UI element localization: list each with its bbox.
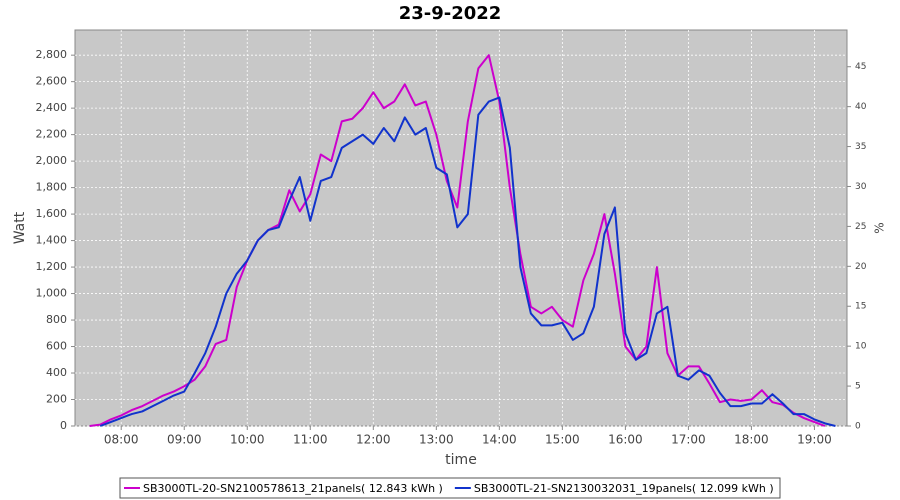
y-tick-label: 0 bbox=[60, 419, 67, 432]
y2-tick-label: 0 bbox=[855, 422, 861, 432]
y-tick-label: 800 bbox=[46, 313, 67, 326]
y-tick-label: 400 bbox=[46, 366, 67, 379]
x-tick-label: 18:00 bbox=[734, 433, 769, 447]
y2-tick-label: 30 bbox=[855, 182, 867, 192]
x-tick-label: 08:00 bbox=[104, 433, 139, 447]
y-axis-label: Watt bbox=[12, 211, 28, 244]
y-tick-label: 2,000 bbox=[36, 154, 68, 167]
x-tick-label: 15:00 bbox=[545, 433, 580, 447]
chart-title: 23-9-2022 bbox=[399, 3, 502, 24]
x-axis-label: time bbox=[445, 452, 477, 468]
y2-tick-label: 35 bbox=[855, 142, 866, 152]
y-tick-label: 1,200 bbox=[36, 260, 68, 273]
legend-label: SB3000TL-20-SN2100578613_21panels( 12.84… bbox=[143, 482, 443, 495]
y2-tick-label: 25 bbox=[855, 222, 866, 232]
y2-axis-label: % bbox=[873, 222, 887, 233]
y-tick-label: 1,600 bbox=[36, 207, 68, 220]
y-tick-label: 1,800 bbox=[36, 181, 68, 194]
y-tick-label: 1,000 bbox=[36, 287, 68, 300]
plot-area bbox=[74, 29, 848, 427]
x-tick-label: 12:00 bbox=[356, 433, 391, 447]
y-tick-label: 2,200 bbox=[36, 128, 68, 141]
y2-tick-label: 45 bbox=[855, 62, 866, 72]
x-tick-label: 11:00 bbox=[293, 433, 328, 447]
x-tick-label: 17:00 bbox=[671, 433, 706, 447]
y-tick-label: 1,400 bbox=[36, 234, 68, 247]
y2-tick-label: 20 bbox=[855, 262, 867, 272]
y2-tick-label: 5 bbox=[855, 382, 861, 392]
y-tick-label: 2,600 bbox=[36, 75, 68, 88]
y-tick-label: 2,400 bbox=[36, 101, 68, 114]
x-tick-label: 10:00 bbox=[230, 433, 265, 447]
series-line bbox=[99, 96, 836, 427]
x-tick-label: 09:00 bbox=[167, 433, 202, 447]
x-tick-label: 13:00 bbox=[419, 433, 454, 447]
x-tick-label: 14:00 bbox=[482, 433, 517, 447]
x-tick-label: 19:00 bbox=[797, 433, 832, 447]
y2-tick-label: 40 bbox=[855, 102, 867, 112]
y2-tick-label: 10 bbox=[855, 342, 867, 352]
y-tick-label: 600 bbox=[46, 340, 67, 353]
y2-tick-label: 15 bbox=[855, 302, 866, 312]
legend-label: SB3000TL-21-SN2130032031_19panels( 12.09… bbox=[474, 482, 774, 495]
y-tick-label: 200 bbox=[46, 393, 67, 406]
legend-box bbox=[119, 477, 781, 499]
y-tick-label: 2,800 bbox=[36, 48, 68, 61]
x-tick-label: 16:00 bbox=[608, 433, 643, 447]
